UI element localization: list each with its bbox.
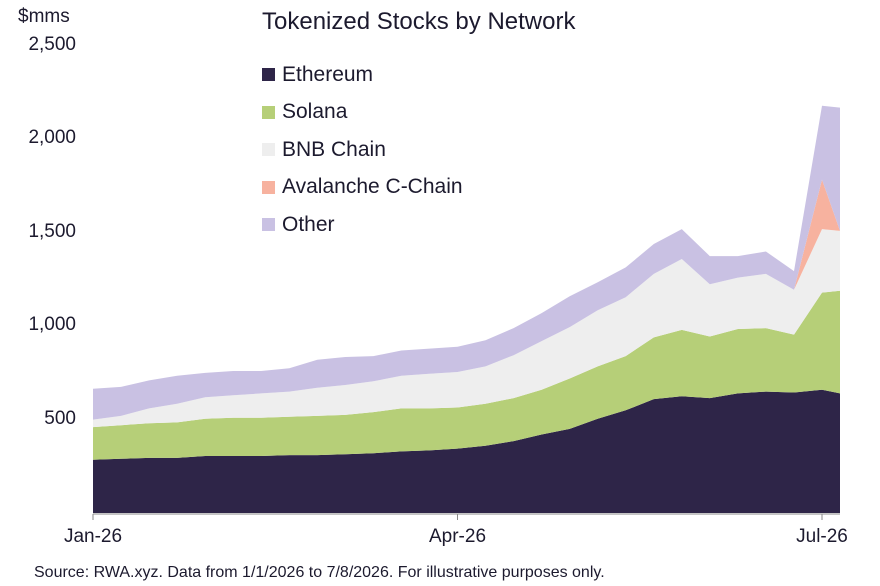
x-tick-label: Jul-26 [796, 526, 848, 547]
legend-swatch [262, 218, 275, 232]
legend-swatch [262, 68, 275, 82]
chart-legend: Ethereum Solana BNB Chain Avalanche C-Chain… [262, 56, 463, 244]
y-tick-label: 1,500 [28, 220, 76, 242]
chart-title: Tokenized Stocks by Network [262, 8, 576, 35]
y-tick-label: 500 [44, 407, 76, 429]
x-tick-label: Jan-26 [63, 526, 123, 547]
legend-item: BNB Chain [262, 131, 463, 169]
y-tick-label: 2,500 [28, 34, 76, 55]
source-note: Source: RWA.xyz. Data from 1/1/2026 to 7… [34, 564, 605, 581]
legend-label: Solana [282, 100, 348, 124]
series-area-solana [93, 290, 840, 460]
series-area-bnb-chain [93, 229, 840, 428]
series-area-ethereum [93, 389, 840, 513]
series-area-other [93, 105, 840, 420]
legend-swatch [262, 105, 275, 119]
y-axis-unit-label: $mms [18, 6, 70, 27]
legend-item: Avalanche C-Chain [262, 169, 463, 207]
legend-label: Avalanche C-Chain [282, 175, 463, 199]
x-tick-label: Apr-26 [428, 526, 487, 547]
legend-item: Ethereum [262, 56, 463, 94]
legend-item: Other [262, 206, 463, 244]
legend-swatch [262, 143, 275, 157]
legend-label: Ethereum [282, 62, 374, 86]
y-tick-label: 2,000 [28, 127, 76, 149]
legend-swatch [262, 180, 275, 194]
legend-label: BNB Chain [282, 137, 386, 161]
legend-item: Solana [262, 94, 463, 132]
legend-label: Other [282, 212, 335, 236]
y-tick-label: 1,000 [28, 314, 76, 336]
